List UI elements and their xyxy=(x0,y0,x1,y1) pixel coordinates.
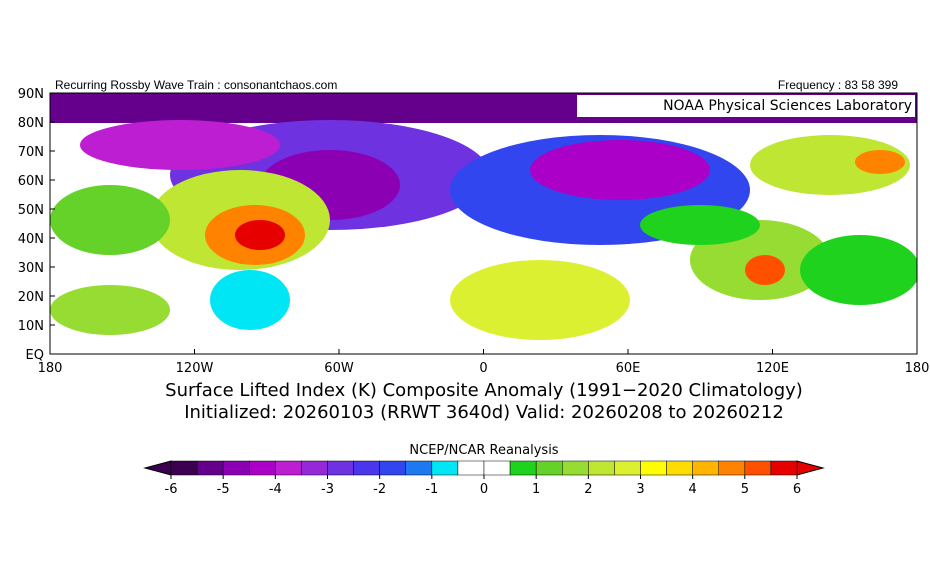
colorbar-box xyxy=(614,460,641,476)
colorbar-box xyxy=(509,460,537,476)
colorbar-box xyxy=(718,460,746,476)
colorbar-tick-label: 6 xyxy=(793,482,801,497)
colorbar-box xyxy=(692,460,720,476)
colorbar-tick-label: -3 xyxy=(321,482,334,497)
lat-label: 40N xyxy=(18,232,44,247)
colorbar-box xyxy=(588,460,615,476)
colorbar-tick-label: -4 xyxy=(269,482,282,497)
lon-label: 0 xyxy=(479,361,487,376)
lat-label: 60N xyxy=(18,174,44,189)
colorbar-tick-label: -2 xyxy=(373,482,386,497)
lon-label: 180 xyxy=(905,361,930,376)
lon-label: 180 xyxy=(38,361,63,376)
colorbar-arrow-right xyxy=(796,460,825,476)
colorbar-tick-label: -6 xyxy=(165,482,178,497)
lon-label: 120E xyxy=(756,361,789,376)
colorbar-box xyxy=(640,460,667,476)
colorbar-box xyxy=(222,460,250,476)
colorbar-tick-label: 1 xyxy=(532,482,540,497)
colorbar-box xyxy=(249,460,276,476)
colorbar-box xyxy=(535,460,563,476)
colorbar-tick-label: 0 xyxy=(480,482,488,497)
lon-label: 60E xyxy=(616,361,641,376)
header-right: Frequency : 83 58 399 xyxy=(778,78,898,92)
lat-label: EQ xyxy=(26,348,44,363)
title-line1: Surface Lifted Index (K) Composite Anoma… xyxy=(165,380,803,401)
colorbar-box xyxy=(744,460,772,476)
lat-label: 50N xyxy=(18,203,44,218)
title-line2: Initialized: 20260103 (RRWT 3640d) Valid… xyxy=(184,402,784,423)
colorbar-tick-label: 2 xyxy=(584,482,592,497)
header-left: Recurring Rossby Wave Train : consonantc… xyxy=(55,78,337,92)
colorbar-box xyxy=(353,460,380,476)
colorbar-box xyxy=(327,460,354,476)
colorbar-box xyxy=(170,460,198,476)
map-field xyxy=(50,93,917,354)
colorbar-tick-label: 4 xyxy=(689,482,697,497)
colorbar-box xyxy=(196,460,224,476)
colorbar-box xyxy=(431,460,459,476)
colorbar-box xyxy=(770,460,798,476)
lat-label: 30N xyxy=(18,261,44,276)
colorbar-tick-label: -1 xyxy=(425,482,438,497)
colorbar-tick-label: 5 xyxy=(741,482,749,497)
lat-label: 80N xyxy=(18,116,44,131)
colorbar-tick-label: 3 xyxy=(636,482,644,497)
colorbar-box xyxy=(275,460,302,476)
lat-label: 70N xyxy=(18,145,44,160)
colorbar-box xyxy=(483,460,511,476)
colorbar-box xyxy=(562,460,589,476)
lat-label: 20N xyxy=(18,290,44,305)
colorbar-box xyxy=(666,460,693,476)
source-box xyxy=(577,95,915,117)
colorbar-box xyxy=(405,460,433,476)
colorbar-arrow-left xyxy=(143,460,172,476)
lat-label: 10N xyxy=(18,319,44,334)
lon-label: 60W xyxy=(324,361,354,376)
colorbar-tick-label: -5 xyxy=(217,482,230,497)
colorbar-box xyxy=(379,460,406,476)
colorbar-box xyxy=(301,460,328,476)
colorbar-box xyxy=(457,460,485,476)
lon-label: 120W xyxy=(176,361,214,376)
source-label: NOAA Physical Sciences Laboratory xyxy=(663,98,912,114)
colorbar-label: NCEP/NCAR Reanalysis xyxy=(409,443,558,458)
lat-label: 90N xyxy=(18,87,44,102)
